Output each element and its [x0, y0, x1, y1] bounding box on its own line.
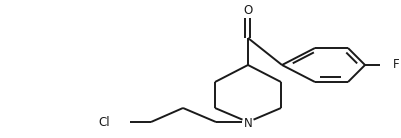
- Text: N: N: [243, 117, 252, 130]
- Text: O: O: [243, 4, 252, 17]
- Text: Cl: Cl: [98, 116, 110, 128]
- Text: F: F: [392, 59, 399, 71]
